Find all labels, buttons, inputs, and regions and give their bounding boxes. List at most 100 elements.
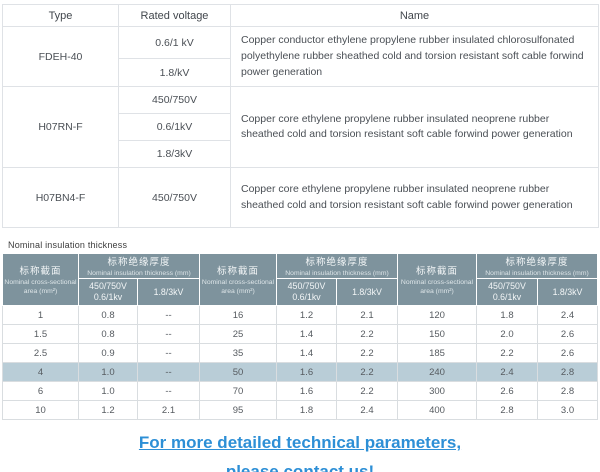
name-cell: Copper core ethylene propylene rubber in… — [230, 86, 599, 169]
table-cell: 2.5 — [2, 343, 79, 364]
table-row: 1 0.8 -- 16 1.2 2.1 120 1.8 2.4 — [2, 305, 598, 326]
table-cell: 150 — [397, 324, 477, 345]
table-cell: 2.8 — [537, 381, 598, 402]
thickness-header-row-1: 标称截面 Nominal cross-sectional area (mm²) … — [2, 253, 598, 307]
type-cell: H07RN-F — [2, 86, 119, 169]
type-cell: FDEH-40 — [2, 25, 119, 88]
thickness-group-header: 标称绝缘厚度 Nominal insulation thickness (mm) — [276, 253, 398, 280]
table-cell: 2.0 — [476, 324, 538, 345]
table-cell: 2.6 — [537, 343, 598, 364]
cable-spec-section: Type Rated voltage Name FDEH-40 0.6/1 kV… — [0, 0, 600, 229]
table-cell: 120 — [397, 305, 477, 326]
table-cell: 2.6 — [537, 324, 598, 345]
voltage-cell: 450/750V — [118, 86, 231, 115]
table-cell: 35 — [199, 343, 277, 364]
table-cell: 1.0 — [78, 381, 138, 402]
table-row: 1.8/kV — [3, 58, 599, 88]
table-row: 6 1.0 -- 70 1.6 2.2 300 2.6 2.8 — [2, 381, 598, 402]
table-cell: 2.4 — [336, 400, 398, 421]
name-cell: Copper core ethylene propylene rubber in… — [230, 167, 599, 229]
table-row: 1.5 0.8 -- 25 1.4 2.2 150 2.0 2.6 — [2, 324, 598, 345]
table-cell: 0.8 — [78, 324, 138, 345]
table-cell: 10 — [2, 400, 79, 421]
table-cell: 1.2 — [276, 305, 337, 326]
thickness-group-header: 标称绝缘厚度 Nominal insulation thickness (mm) — [78, 253, 200, 280]
table-row: FDEH-40 0.6/1 kV Copper conductor ethyle… — [2, 25, 599, 88]
table-cell: 95 — [199, 400, 277, 421]
table-cell: 0.8 — [78, 305, 138, 326]
section-label-nominal-insulation-thickness: Nominal insulation thickness — [8, 240, 128, 251]
type-cell: H07BN4-F — [2, 167, 119, 229]
table-cell: 1.4 — [276, 343, 337, 364]
subcol-450-750v: 450/750V 0.6/1kv — [78, 278, 138, 307]
table-cell: 240 — [397, 362, 477, 383]
col-header-name: Name — [230, 4, 599, 27]
table-cell: 6 — [2, 381, 79, 402]
table-cell: 1.2 — [78, 400, 138, 421]
table-cell: 2.1 — [336, 305, 398, 326]
subcol-450-750v: 450/750V 0.6/1kv — [276, 278, 337, 307]
table-cell: 2.2 — [336, 324, 398, 345]
subcol-1.8-3kv: 1.8/3kV — [336, 278, 398, 307]
voltage-cell: 0.6/1kV — [118, 113, 231, 142]
thickness-group-header: 标称绝缘厚度 Nominal insulation thickness (mm) — [476, 253, 598, 280]
contact-cta: For more detailed technical parameters, … — [0, 429, 600, 472]
table-cell: 16 — [199, 305, 277, 326]
table-cell: -- — [137, 324, 200, 345]
table-cell: 2.6 — [476, 381, 538, 402]
cta-line2: please contact us! — [225, 462, 375, 472]
table-cell: 1.6 — [276, 381, 337, 402]
name-cell: Copper conductor ethylene propylene rubb… — [230, 25, 599, 88]
cable-type-table: Type Rated voltage Name FDEH-40 0.6/1 kV… — [2, 4, 599, 229]
table-cell: 300 — [397, 381, 477, 402]
area-header-en: Nominal cross-sectional area (mm²) — [4, 279, 77, 296]
area-header-cn: 标称截面 — [216, 266, 259, 278]
table-cell: 4 — [2, 362, 79, 383]
voltage-cell: 0.6/1 kV — [118, 25, 231, 60]
area-header-en: Nominal cross-sectional area (mm²) — [400, 279, 474, 296]
table-cell: 2.2 — [336, 343, 398, 364]
table-row: H07BN4-F 450/750V Copper core ethylene p… — [2, 167, 599, 229]
thickness-group-header-cn: 标称绝缘厚度 — [505, 257, 569, 269]
insulation-thickness-table: 标称截面 Nominal cross-sectional area (mm²) … — [2, 253, 598, 421]
table-cell: -- — [137, 381, 200, 402]
spec-header-row: Type Rated voltage Name — [2, 4, 599, 27]
table-cell: 400 — [397, 400, 477, 421]
table-row-highlighted: 4 1.0 -- 50 1.6 2.2 240 2.4 2.8 — [2, 362, 598, 383]
col-header-type: Type — [2, 4, 119, 27]
area-header-cn: 标称截面 — [19, 266, 62, 278]
table-cell: 2.1 — [137, 400, 200, 421]
table-cell: 2.8 — [476, 400, 538, 421]
table-cell: -- — [137, 305, 200, 326]
table-cell: 1.8 — [276, 400, 337, 421]
table-cell: 1 — [2, 305, 79, 326]
table-cell: -- — [137, 362, 200, 383]
table-cell: 2.8 — [537, 362, 598, 383]
table-cell: 2.4 — [537, 305, 598, 326]
thickness-group-header-cn: 标称绝缘厚度 — [305, 257, 369, 269]
table-cell: 3.0 — [537, 400, 598, 421]
area-header: 标称截面 Nominal cross-sectional area (mm²) — [397, 253, 477, 307]
table-cell: -- — [137, 343, 200, 364]
table-cell: 1.4 — [276, 324, 337, 345]
area-header-en: Nominal cross-sectional area (mm²) — [201, 279, 275, 296]
voltage-cell: 1.8/3kV — [118, 140, 231, 169]
table-cell: 185 — [397, 343, 477, 364]
thickness-group-header-en: Nominal insulation thickness (mm) — [485, 270, 589, 278]
table-row: 0.6/1kV — [3, 113, 599, 142]
table-cell: 2.2 — [336, 381, 398, 402]
table-row: 2.5 0.9 -- 35 1.4 2.2 185 2.2 2.6 — [2, 343, 598, 364]
table-cell: 70 — [199, 381, 277, 402]
voltage-cell: 1.8/kV — [118, 58, 231, 88]
table-cell: 1.5 — [2, 324, 79, 345]
area-header-cn: 标称截面 — [415, 266, 458, 278]
contact-us-link[interactable]: For more detailed technical parameters, … — [139, 433, 461, 472]
table-cell: 25 — [199, 324, 277, 345]
area-header: 标称截面 Nominal cross-sectional area (mm²) — [199, 253, 277, 307]
table-cell: 0.9 — [78, 343, 138, 364]
thickness-group-header-en: Nominal insulation thickness (mm) — [285, 270, 389, 278]
thickness-group-header-cn: 标称绝缘厚度 — [107, 257, 171, 269]
table-cell: 2.2 — [476, 343, 538, 364]
subcol-1.8-3kv: 1.8/3kV — [537, 278, 598, 307]
thickness-header-row-2: 450/750V 0.6/1kv 1.8/3kV 450/750V 0.6/1k… — [3, 278, 598, 307]
